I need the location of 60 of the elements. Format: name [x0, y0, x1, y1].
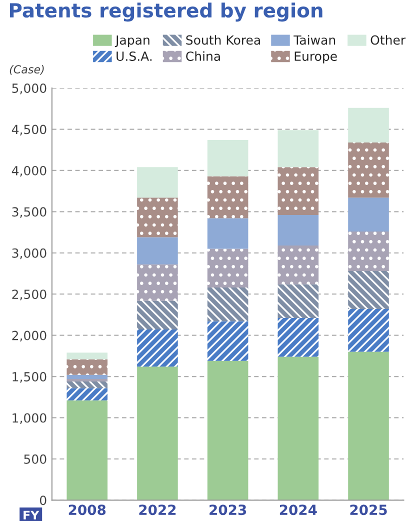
bar: [137, 264, 178, 301]
bar: [207, 248, 248, 288]
legend-label: U.S.A.: [116, 52, 152, 61]
y-tick-label: 3,500: [12, 207, 46, 218]
y-tick-label: 1,000: [12, 413, 46, 424]
y-tick-label: 5,000: [12, 84, 46, 94]
bar: [348, 308, 389, 352]
bar: [207, 176, 248, 218]
x-axis-title: FY: [24, 510, 40, 520]
y-tick-label: 0: [40, 496, 46, 506]
bar: [66, 400, 108, 500]
bar: [278, 214, 319, 246]
y-tick-label: 500: [24, 454, 46, 464]
bar: [278, 167, 319, 215]
bar: [66, 388, 108, 400]
bar: [207, 360, 248, 500]
bar: [66, 352, 108, 360]
bar: [278, 245, 319, 284]
bar: [137, 167, 178, 198]
bar: [348, 142, 389, 198]
chart-title: Patents registered by region: [10, 2, 322, 22]
bar: [207, 218, 248, 249]
bar: [348, 231, 389, 272]
legend-label: Other: [370, 35, 406, 45]
bar: [137, 198, 178, 238]
legend-label: South Korea: [186, 35, 260, 45]
bar: [348, 108, 389, 142]
legend-label: Japan: [114, 35, 150, 48]
bar: [66, 359, 108, 375]
legend-label: Europe: [294, 52, 337, 64]
bar: [137, 300, 178, 330]
y-tick-label: 3,000: [12, 248, 46, 260]
bar: [66, 374, 108, 379]
x-tick-label: 2025: [350, 504, 387, 516]
x-tick-label: 2024: [280, 504, 317, 516]
bar: [278, 130, 319, 168]
y-axis-title: (Case): [10, 64, 44, 75]
legend-label: Taiwan: [294, 35, 336, 45]
bar: [66, 381, 108, 388]
bar: [137, 237, 178, 264]
x-tick-label: 2022: [139, 504, 176, 516]
y-tick-label: 2,500: [12, 290, 46, 300]
y-tick-label: 4,500: [12, 124, 46, 136]
legend-label: China: [186, 51, 220, 61]
bar: [348, 352, 389, 500]
bar: [348, 198, 389, 232]
bar: [278, 284, 319, 318]
x-tick-label: 2023: [210, 504, 246, 516]
y-tick-label: 2,000: [12, 330, 46, 342]
bar: [137, 330, 178, 367]
bar: [207, 140, 248, 176]
bar: [348, 271, 389, 309]
bar: [207, 288, 248, 322]
bar: [207, 321, 248, 361]
x-tick-label: 2008: [68, 504, 106, 516]
y-tick-label: 4,000: [12, 166, 46, 177]
bar: [278, 318, 319, 357]
y-tick-label: 1,500: [12, 372, 46, 383]
bar: [137, 366, 178, 500]
bar: [278, 356, 319, 500]
